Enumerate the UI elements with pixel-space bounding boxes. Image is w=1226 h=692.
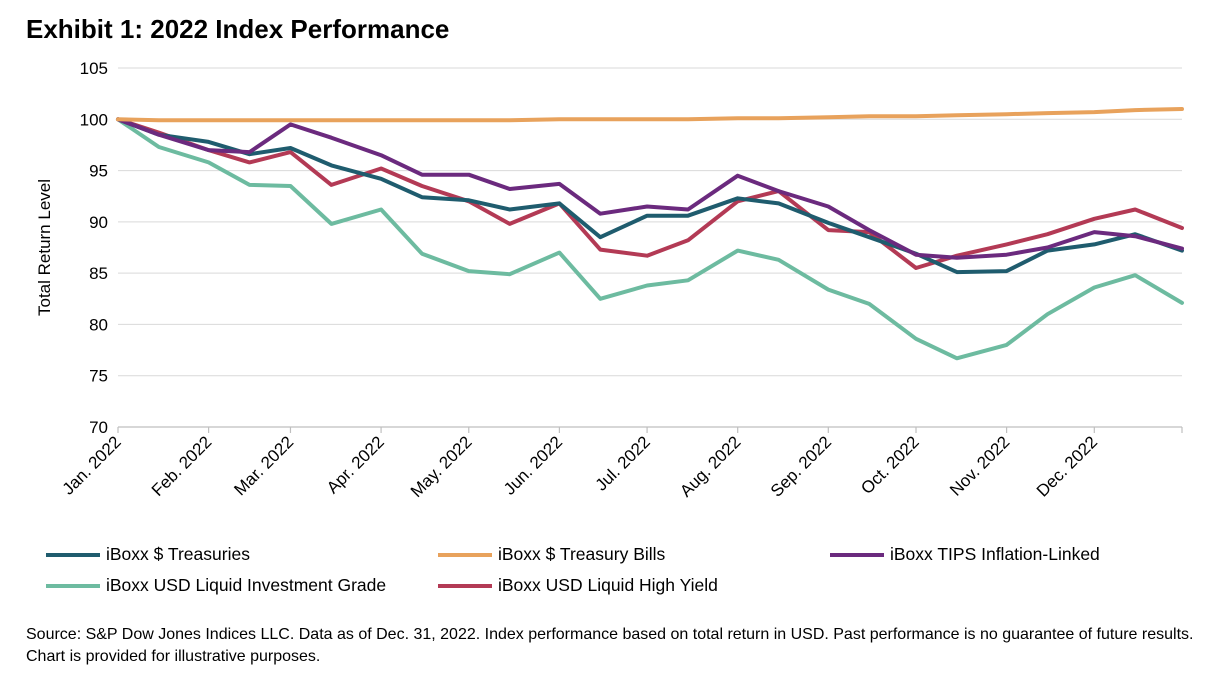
series-line-0: [116, 117, 1184, 275]
y-tick-label: 105: [80, 59, 108, 78]
y-tick-label: 70: [89, 418, 108, 437]
x-tick-label: Dec. 2022: [1033, 432, 1101, 500]
legend-label: iBoxx $ Treasury Bills: [498, 544, 666, 564]
legend-label: iBoxx USD Liquid High Yield: [498, 575, 718, 595]
y-axis-label: Total Return Level: [35, 179, 54, 316]
y-tick-label: 90: [89, 213, 108, 232]
series-line-1: [116, 107, 1184, 123]
series-line-4: [116, 117, 1184, 270]
chart-title: Exhibit 1: 2022 Index Performance: [26, 14, 450, 44]
series-line-2: [116, 117, 1184, 260]
legend-item: iBoxx USD Liquid High Yield: [438, 575, 718, 596]
legend-label: iBoxx $ Treasuries: [106, 544, 250, 564]
legend-item: iBoxx $ Treasuries: [46, 544, 250, 565]
y-tick-labels: 70 75 80 85 90 95 100 105: [80, 59, 108, 437]
legend-item: iBoxx USD Liquid Investment Grade: [46, 575, 386, 596]
y-tick-label: 95: [89, 162, 108, 181]
source-note: Source: S&P Dow Jones Indices LLC. Data …: [26, 626, 1194, 665]
legend-item: iBoxx $ Treasury Bills: [438, 544, 665, 565]
x-tick-label: Jul. 2022: [592, 432, 654, 494]
axes: [117, 426, 1183, 433]
legend-label: iBoxx USD Liquid Investment Grade: [106, 575, 387, 595]
x-tick-label: Aug. 2022: [676, 432, 744, 500]
series-line-3: [116, 117, 1184, 361]
x-tick-label: Sep. 2022: [767, 432, 835, 500]
line-chart: 70 75 80 85 90 95 100 105 Jan. 2022 Feb. 2022 Mar…: [35, 59, 1184, 501]
y-tick-label: 100: [80, 110, 108, 129]
series-lines: [116, 107, 1184, 361]
y-tick-label: 75: [89, 367, 108, 386]
x-tick-label: Apr. 2022: [323, 432, 388, 497]
legend-label: iBoxx TIPS Inflation-Linked: [890, 544, 1100, 564]
x-tick-labels: Jan. 2022 Feb. 2022 Mar. 2022 Apr. 2022 May.…: [59, 432, 1102, 501]
legend-item: iBoxx TIPS Inflation-Linked: [830, 544, 1100, 565]
x-tick-label: Jun. 2022: [500, 432, 566, 498]
legend-swatch: [438, 583, 492, 588]
x-tick-label: Mar. 2022: [230, 432, 297, 499]
x-tick-label: Oct. 2022: [857, 432, 923, 498]
legend-swatch: [46, 552, 100, 557]
legend-swatch: [438, 552, 492, 557]
x-tick-label: May. 2022: [407, 432, 476, 501]
legend-swatch: [46, 583, 100, 588]
x-tick-label: Feb. 2022: [148, 432, 216, 500]
y-tick-label: 80: [89, 315, 108, 334]
legend-swatch: [830, 552, 884, 557]
legend: iBoxx $ Treasuries iBoxx $ Treasury Bills…: [46, 544, 1206, 604]
x-tick-label: Nov. 2022: [946, 432, 1013, 499]
y-tick-label: 85: [89, 264, 108, 283]
x-tick-label: Jan. 2022: [59, 432, 125, 498]
